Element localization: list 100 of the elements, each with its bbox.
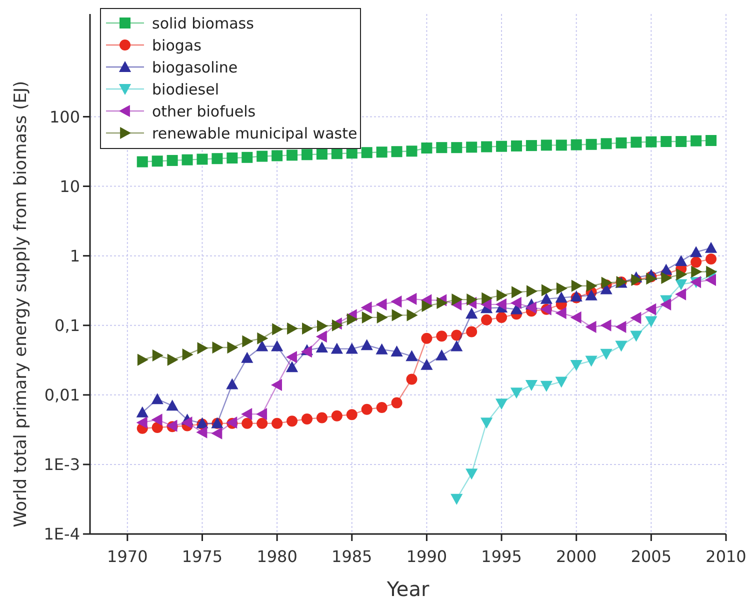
point (330, 342, 343, 354)
point (496, 289, 508, 302)
point (452, 294, 463, 306)
point (466, 308, 478, 319)
point (257, 332, 268, 344)
point (346, 313, 358, 326)
point (422, 300, 433, 312)
legend-label: biogasoline (152, 58, 238, 76)
point (406, 146, 418, 157)
point (152, 422, 163, 433)
point (495, 398, 508, 410)
point (226, 378, 238, 390)
point (256, 340, 268, 352)
point (181, 416, 192, 429)
point (286, 361, 298, 372)
point (555, 376, 568, 388)
point (615, 340, 628, 352)
point (271, 378, 282, 392)
x-tick-label: 1990 (406, 547, 448, 566)
point (675, 279, 688, 290)
point (376, 402, 388, 413)
point (361, 404, 372, 415)
point (362, 311, 373, 324)
point (541, 284, 552, 296)
legend-label: biogas (152, 36, 202, 54)
x-tick-label: 2010 (706, 547, 746, 566)
point (466, 468, 478, 480)
point (526, 140, 537, 152)
point (525, 380, 538, 392)
point (376, 311, 388, 324)
point (331, 410, 342, 422)
point (331, 148, 342, 160)
point (212, 153, 223, 164)
point (406, 309, 418, 322)
point (466, 326, 478, 338)
point (196, 154, 208, 165)
point (704, 274, 716, 286)
point (690, 135, 702, 146)
point (136, 156, 148, 168)
point (376, 343, 388, 354)
point (555, 307, 566, 320)
point (317, 320, 328, 332)
point (525, 302, 536, 314)
point (510, 140, 522, 152)
point (406, 350, 418, 362)
y-tick-label: 0,01 (44, 386, 80, 405)
point (242, 418, 253, 429)
point (675, 288, 686, 300)
x-tick-label: 2005 (630, 547, 672, 566)
point (152, 156, 163, 167)
legend-label: biodiesel (152, 80, 219, 98)
point (136, 416, 148, 429)
point (316, 330, 327, 343)
point (241, 352, 254, 363)
point (360, 339, 373, 350)
point (376, 146, 388, 158)
point (182, 348, 194, 361)
point (600, 319, 612, 332)
point (137, 354, 148, 366)
point (660, 136, 672, 148)
point (480, 418, 493, 429)
x-tick-label: 1985 (332, 547, 372, 566)
point (227, 341, 238, 354)
point (571, 280, 582, 292)
point (706, 135, 717, 146)
point (645, 316, 658, 328)
point (436, 330, 448, 342)
x-tick-label: 1980 (256, 547, 298, 566)
point (302, 322, 314, 335)
point (166, 154, 178, 166)
point (540, 140, 552, 151)
point (316, 148, 328, 160)
point (675, 255, 688, 266)
point (421, 142, 432, 154)
point (197, 342, 208, 354)
point (286, 150, 298, 161)
point (152, 349, 164, 362)
point (436, 349, 448, 360)
point (676, 136, 687, 148)
point (480, 298, 492, 310)
point (556, 282, 568, 294)
point (451, 142, 462, 154)
point (166, 400, 178, 411)
point (466, 142, 478, 153)
point (690, 256, 702, 268)
point (615, 320, 626, 333)
point (420, 358, 433, 370)
point (316, 412, 328, 424)
point (256, 150, 268, 162)
point (451, 330, 462, 341)
point (555, 292, 568, 303)
point (151, 393, 164, 404)
point (256, 418, 268, 429)
point (510, 388, 523, 399)
point (496, 140, 508, 152)
point (436, 142, 448, 154)
point (182, 154, 193, 166)
point (406, 292, 417, 305)
point (601, 276, 612, 289)
y-tick-label: 1 (70, 246, 80, 266)
